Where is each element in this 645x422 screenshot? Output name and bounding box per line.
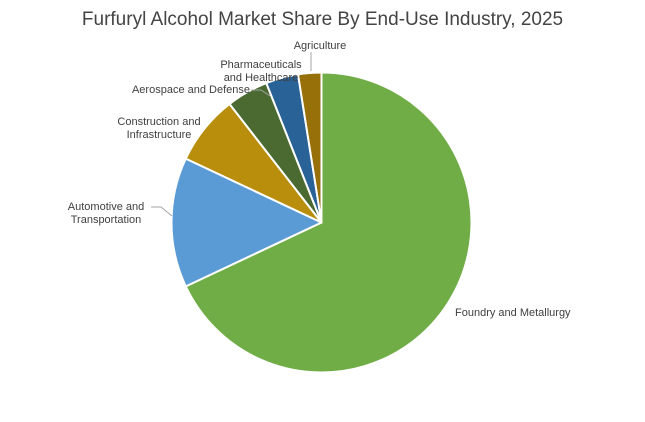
pie-slice-5 <box>297 71 323 224</box>
slice-label-foundry-metallurgy: Foundry and Metallurgy <box>455 307 571 319</box>
slice-label-aerospace-defense: Aerospace and Defense <box>131 84 250 96</box>
pie-slice-1 <box>170 157 323 288</box>
leader-line-automotive <box>151 206 173 217</box>
pie-slices <box>170 71 473 374</box>
leader-line-aerospace <box>251 89 271 97</box>
slice-label-automotive-transportation: Automotive and Transportation <box>67 201 145 226</box>
leader-lines <box>151 52 312 217</box>
chart-title: Furfuryl Alcohol Market Share By End-Use… <box>81 9 564 30</box>
slice-label-construction-infrastructure: Construction and Infrastructure <box>117 116 201 141</box>
slice-label-pharmaceuticals-healthcare: Pharmaceuticals and Healthcare <box>220 59 302 84</box>
pie-slice-0 <box>184 71 473 374</box>
slice-label-agriculture: Agriculture <box>293 40 347 52</box>
